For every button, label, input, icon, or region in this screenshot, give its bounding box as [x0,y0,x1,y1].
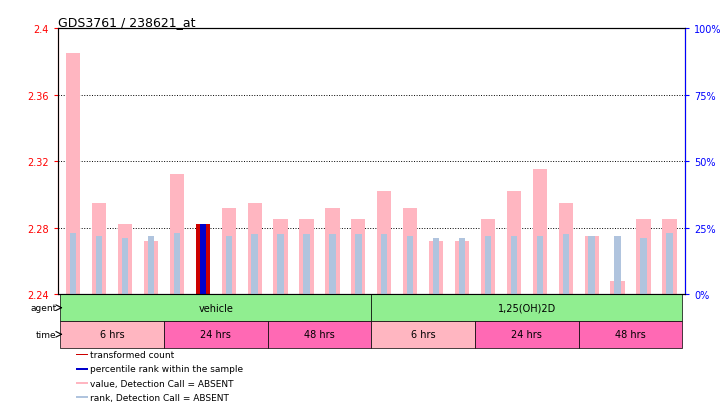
Text: rank, Detection Call = ABSENT: rank, Detection Call = ABSENT [89,393,229,402]
Bar [588,237,595,294]
Bar [174,233,180,294]
Bar [355,235,361,294]
Bar [663,220,676,294]
Bar [76,354,88,356]
Bar [299,220,314,294]
Text: 1,25(OH)2D: 1,25(OH)2D [497,303,556,313]
Bar [61,294,371,321]
Bar [481,220,495,294]
Text: 48 hrs: 48 hrs [304,330,335,339]
Bar [92,203,106,294]
Bar [76,382,88,384]
Bar [485,237,491,294]
Bar [226,237,232,294]
Bar [273,220,288,294]
Bar [118,225,132,294]
Bar [455,242,469,294]
Bar [96,237,102,294]
Bar [66,54,80,294]
Bar [475,321,579,348]
Bar [381,235,387,294]
Bar [371,321,475,348]
Bar [407,237,413,294]
Bar [304,235,310,294]
Bar [579,321,682,348]
Text: agent: agent [30,304,56,312]
Bar [195,225,210,294]
Bar [169,175,184,294]
Bar [247,203,262,294]
Text: value, Detection Call = ABSENT: value, Detection Call = ABSENT [89,379,233,387]
Bar [221,208,236,294]
Bar [507,192,521,294]
Bar [329,235,336,294]
Bar [76,368,88,370]
Text: GDS3761 / 238621_at: GDS3761 / 238621_at [58,16,195,29]
Bar [614,237,621,294]
Bar [61,321,164,348]
Bar [433,238,439,294]
Bar [533,170,547,294]
Text: 24 hrs: 24 hrs [511,330,542,339]
Bar [351,220,366,294]
Bar [562,235,569,294]
Text: 6 hrs: 6 hrs [411,330,435,339]
Text: time: time [36,330,56,339]
Bar [536,237,543,294]
Bar [267,321,371,348]
Bar [585,237,598,294]
Bar [637,220,650,294]
Bar [200,225,206,294]
Bar [144,242,158,294]
Bar [278,235,284,294]
Text: transformed count: transformed count [89,350,174,359]
Bar [403,208,417,294]
Bar [510,237,517,294]
Text: percentile rank within the sample: percentile rank within the sample [89,364,243,373]
Text: 6 hrs: 6 hrs [99,330,125,339]
Text: 48 hrs: 48 hrs [615,330,646,339]
Bar [76,396,88,398]
Bar [459,238,465,294]
Bar [122,238,128,294]
Bar [70,233,76,294]
Bar [371,294,682,321]
Text: 24 hrs: 24 hrs [200,330,231,339]
Bar [640,238,647,294]
Text: vehicle: vehicle [198,303,233,313]
Bar [164,321,267,348]
Bar [252,235,258,294]
Bar [325,208,340,294]
Bar [666,233,673,294]
Bar [611,281,624,294]
Bar [148,237,154,294]
Bar [559,203,573,294]
Bar [377,192,392,294]
Bar [429,242,443,294]
